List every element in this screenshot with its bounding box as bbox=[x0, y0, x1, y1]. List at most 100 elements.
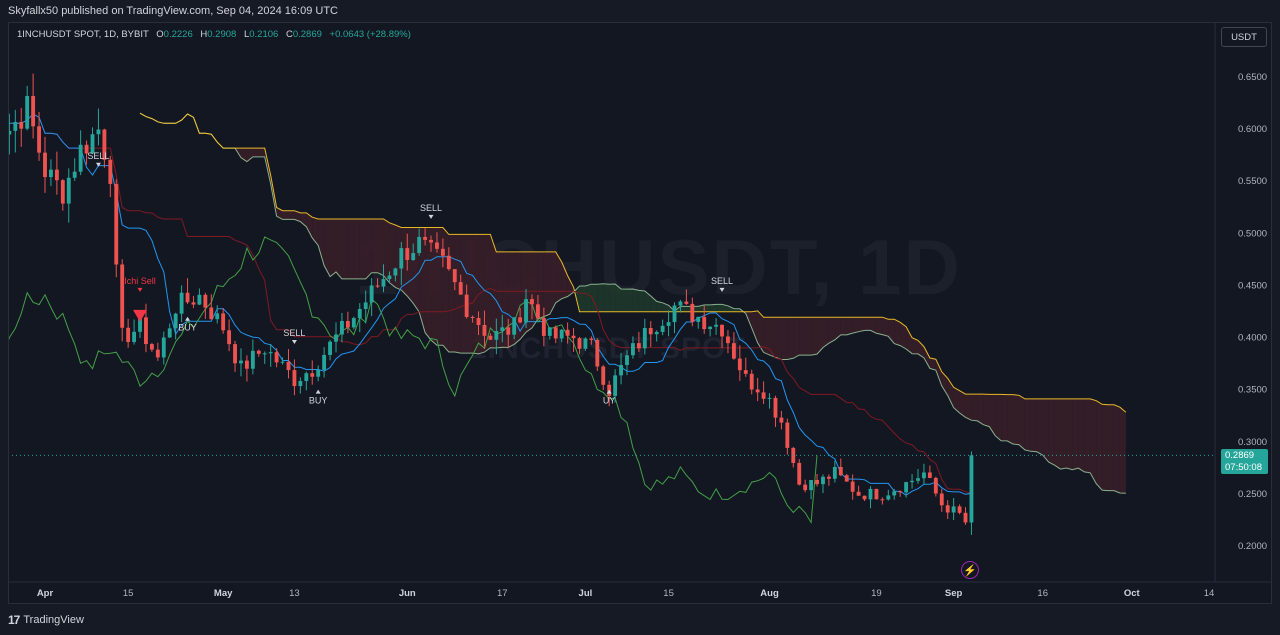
candle-body bbox=[470, 316, 475, 318]
ichimoku-cloud-segment bbox=[621, 289, 627, 312]
ichimoku-cloud-segment bbox=[1084, 398, 1091, 473]
candle-body bbox=[666, 322, 671, 326]
candle-body bbox=[660, 325, 665, 332]
candle-body bbox=[892, 491, 897, 496]
candle-body bbox=[310, 373, 315, 377]
ichi-sell-triangle bbox=[133, 309, 148, 322]
ichimoku-cloud-segment bbox=[330, 219, 336, 277]
candle-body bbox=[702, 316, 707, 330]
ichimoku-cloud-segment bbox=[383, 219, 390, 283]
ichimoku-cloud-segment bbox=[828, 317, 835, 344]
time-tick-label: 17 bbox=[497, 588, 508, 599]
candle-body bbox=[809, 479, 814, 491]
candle-body bbox=[601, 366, 606, 385]
symbol-name[interactable]: 1INCHUSDT SPOT, 1D, BYBIT bbox=[17, 29, 149, 40]
candle-body bbox=[464, 294, 469, 317]
price-chart[interactable]: SELL Ichi Sell BUY SELL BUY SELL UY SELL 0.6500 0… bbox=[8, 22, 1272, 604]
time-tick-label: Jun bbox=[399, 588, 416, 599]
ichimoku-cloud-segment bbox=[727, 305, 734, 312]
ichimoku-cloud-segment bbox=[466, 234, 473, 354]
candle-body bbox=[393, 268, 398, 276]
signal-down-arrow bbox=[95, 162, 101, 167]
ichimoku-cloud-segment bbox=[680, 306, 687, 312]
candle-body bbox=[298, 380, 303, 387]
candle-body bbox=[304, 373, 309, 381]
ichimoku-cloud-segment bbox=[603, 283, 610, 312]
ichimoku-cloud-segment bbox=[1102, 404, 1109, 491]
candle-body bbox=[37, 126, 41, 153]
ichimoku-cloud-segment bbox=[1096, 400, 1103, 491]
price-tick-label: 0.5000 bbox=[1238, 228, 1267, 239]
candle-body bbox=[197, 294, 202, 305]
candle-body bbox=[458, 282, 463, 295]
price-tick-label: 0.4000 bbox=[1238, 333, 1267, 344]
candle-body bbox=[369, 285, 374, 303]
ichimoku-cloud-segment bbox=[1013, 394, 1019, 445]
candle-body bbox=[678, 301, 683, 306]
ichimoku-cloud-segment bbox=[941, 371, 948, 396]
tradingview-logo[interactable]: 17 TradingView bbox=[8, 613, 84, 627]
ichimoku-cloud-segment bbox=[959, 390, 966, 418]
ichimoku-cloud-segment bbox=[1090, 398, 1097, 484]
ichimoku-cloud-segment bbox=[1036, 398, 1043, 456]
candle-body bbox=[120, 264, 125, 328]
ichimoku-cloud-segment bbox=[294, 210, 301, 222]
candle-body bbox=[547, 327, 552, 336]
candle-body bbox=[161, 337, 166, 358]
candle-body bbox=[553, 327, 558, 339]
candle-body bbox=[173, 313, 178, 329]
candle-body bbox=[138, 317, 142, 332]
signal-label: Ichi Sell bbox=[124, 276, 156, 286]
candle-body bbox=[351, 318, 356, 328]
currency-button[interactable]: USDT bbox=[1221, 27, 1267, 47]
candle-body bbox=[761, 392, 766, 399]
signal-down-arrow bbox=[137, 287, 143, 292]
ichimoku-cloud-segment bbox=[353, 219, 360, 279]
candle-body bbox=[322, 354, 327, 370]
ichimoku-cloud-segment bbox=[454, 234, 461, 354]
ichimoku-cloud-segment bbox=[840, 317, 847, 335]
candle-body bbox=[440, 248, 445, 256]
ichimoku-cloud-segment bbox=[597, 283, 604, 312]
ichimoku-cloud-segment bbox=[431, 227, 437, 346]
signal-up-arrow bbox=[606, 389, 612, 394]
ichimoku-cloud-segment bbox=[377, 219, 384, 276]
ichimoku-cloud-segment bbox=[894, 319, 901, 346]
ichimoku-cloud-segment bbox=[1072, 398, 1079, 470]
ichimoku-cloud-segment bbox=[484, 234, 491, 353]
ichimoku-cloud-segment bbox=[822, 317, 829, 348]
candle-body bbox=[898, 491, 903, 493]
candle-body bbox=[13, 121, 18, 131]
candle-body bbox=[755, 389, 760, 393]
candle-body bbox=[357, 308, 362, 319]
candle-body bbox=[25, 96, 30, 129]
ichimoku-cloud-segment bbox=[817, 317, 823, 355]
ichimoku-cloud-segment bbox=[1048, 398, 1055, 466]
open-value: 0.2226 bbox=[163, 29, 193, 40]
chart-frame[interactable] bbox=[8, 22, 1272, 604]
candle-body bbox=[429, 239, 433, 243]
ichimoku-cloud-segment bbox=[716, 304, 723, 312]
signal-label: SELL bbox=[283, 328, 305, 338]
candle-body bbox=[203, 294, 208, 308]
candle-body bbox=[874, 488, 879, 500]
candle-body bbox=[939, 493, 944, 506]
ichimoku-cloud-segment bbox=[306, 212, 313, 238]
ichimoku-cloud-segment bbox=[650, 295, 657, 312]
ichimoku-cloud-segment bbox=[448, 234, 455, 353]
signal-label: SELL bbox=[711, 276, 733, 286]
price-tick-label: 0.2000 bbox=[1238, 541, 1267, 552]
time-tick-label: 13 bbox=[289, 588, 300, 599]
candle-body bbox=[636, 343, 641, 349]
ichimoku-cloud-segment bbox=[615, 283, 622, 312]
candle-body bbox=[916, 478, 920, 481]
candle-body bbox=[179, 292, 184, 314]
ichimoku-cloud-segment bbox=[632, 288, 639, 312]
ichimoku-cloud-segment bbox=[656, 301, 663, 312]
ichimoku-cloud-segment bbox=[1042, 398, 1049, 463]
flash-icon[interactable]: ⚡ bbox=[961, 561, 979, 579]
ichimoku-cloud-segment bbox=[1113, 404, 1120, 494]
time-tick-label: 15 bbox=[663, 588, 674, 599]
candle-body bbox=[785, 422, 790, 448]
ichimoku-cloud-segment bbox=[775, 317, 782, 360]
